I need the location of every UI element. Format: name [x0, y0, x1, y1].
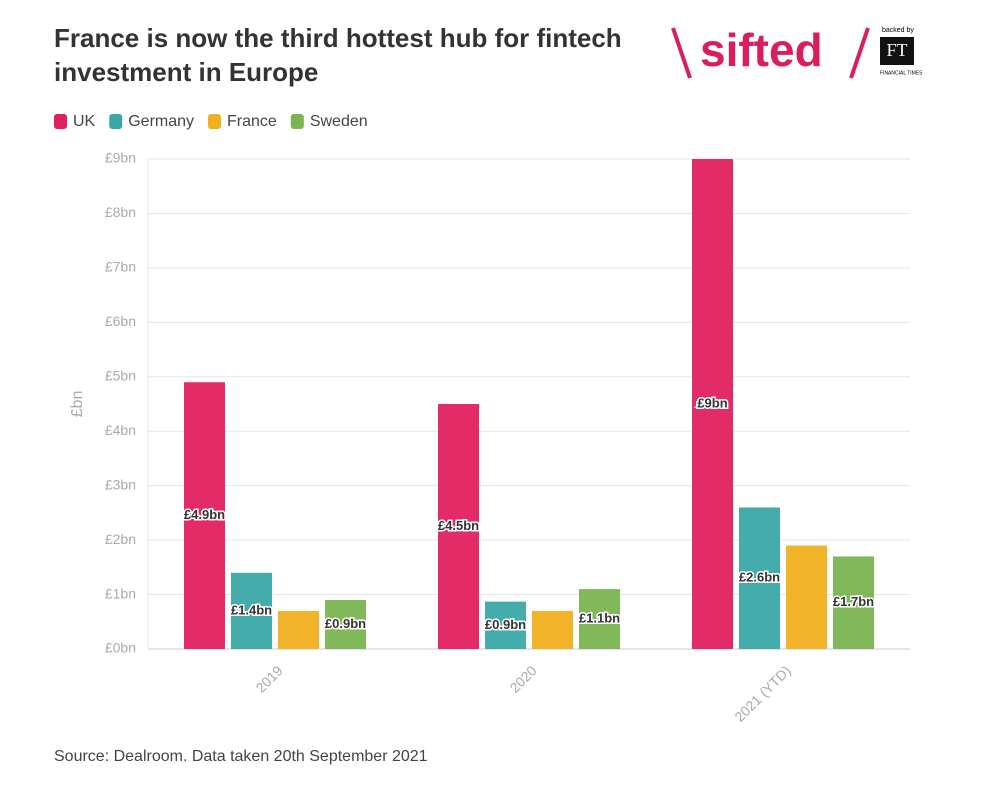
y-tick-label: £7bn — [105, 259, 136, 275]
bar — [438, 404, 479, 649]
y-tick-label: £8bn — [105, 204, 136, 220]
logo-slash — [671, 27, 692, 79]
value-label: £2.6bn — [739, 570, 780, 585]
value-label: £0.9bn — [485, 617, 526, 632]
value-label: £9bn — [697, 395, 727, 410]
x-tick-label: 2020 — [506, 662, 539, 695]
y-tick-label: £3bn — [105, 476, 136, 492]
value-label: £1.1bn — [579, 610, 620, 625]
bar — [579, 589, 620, 649]
logo-text: sifted — [700, 24, 823, 76]
y-tick-label: £0bn — [105, 640, 136, 656]
y-tick-label: £6bn — [105, 313, 136, 329]
y-tick-label: £2bn — [105, 531, 136, 547]
value-label: £4.5bn — [438, 518, 479, 533]
y-tick-label: £1bn — [105, 585, 136, 601]
bar — [278, 610, 319, 649]
legend-swatch — [54, 114, 67, 129]
bar — [739, 507, 780, 649]
bar — [532, 610, 573, 649]
ft-box — [880, 37, 914, 65]
bar — [786, 545, 827, 649]
value-label: £4.9bn — [184, 507, 225, 522]
legend-swatch — [109, 114, 123, 129]
legend-label: Sweden — [310, 113, 368, 130]
chart-title: investment in Europe — [54, 57, 318, 87]
bar — [833, 556, 874, 649]
legend-label: UK — [73, 113, 96, 130]
value-label: £1.4bn — [231, 602, 272, 617]
bar — [184, 382, 225, 649]
source: Source: Dealroom. Data taken 20th Septem… — [54, 748, 428, 765]
x-tick-label: 2021 (YTD) — [731, 662, 793, 724]
x-tick-label: 2019 — [252, 662, 285, 695]
legend-swatch — [290, 114, 304, 129]
bar — [485, 601, 526, 649]
value-label: £1.7bn — [833, 594, 874, 609]
y-axis-title: £bn — [69, 391, 86, 418]
logo-backed-by: backed by — [882, 27, 914, 34]
y-tick-label: £4bn — [105, 422, 136, 438]
bar — [325, 600, 366, 649]
logo: sifted backed by FT FINANCIAL TIMES — [671, 24, 923, 79]
value-label: £0.9bn — [325, 616, 366, 631]
legend-label: Germany — [128, 113, 194, 130]
legend-label: France — [227, 113, 277, 130]
y-tick-label: £9bn — [105, 150, 136, 166]
y-tick-label: £5bn — [105, 367, 136, 383]
bar — [692, 159, 733, 649]
ft-text: FT — [886, 40, 907, 60]
ft-sub: FINANCIAL TIMES — [880, 70, 923, 76]
chart-title: France is now the third hottest hub for … — [54, 23, 622, 53]
bar — [231, 572, 272, 649]
logo-slash — [849, 27, 870, 79]
legend-swatch — [208, 114, 222, 129]
